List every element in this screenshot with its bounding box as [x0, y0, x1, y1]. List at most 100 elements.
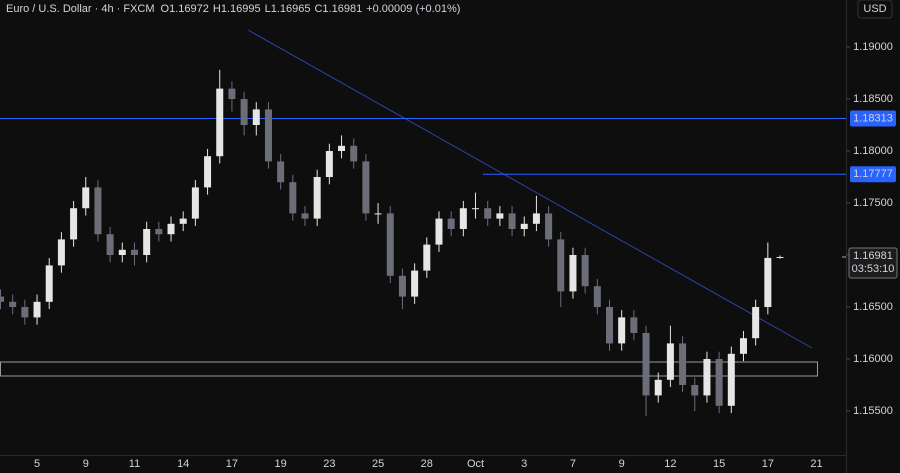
candle-body	[703, 359, 711, 396]
ohlc-value: O1.16972	[161, 3, 209, 15]
y-tick-label: 1.19000	[853, 41, 893, 53]
candle-body	[264, 109, 272, 162]
candle-body	[423, 244, 431, 271]
x-tick-label: 19	[275, 458, 287, 470]
candle-body	[642, 333, 650, 396]
candle-body	[362, 161, 370, 214]
candle-body	[472, 208, 480, 210]
candle-body	[435, 218, 443, 245]
candle-body	[386, 213, 394, 276]
price-tag-label: 1.18313	[853, 112, 893, 124]
candle-body	[459, 208, 467, 230]
y-tick-label: 1.18500	[853, 93, 893, 105]
x-tick-label: 14	[177, 458, 189, 470]
candle-body	[191, 187, 199, 219]
candle-body	[606, 307, 613, 344]
chart-title: Euro / U.S. Dollar · 4h · FXCM	[6, 3, 155, 15]
candle-body	[666, 343, 674, 380]
x-tick-label: 23	[323, 458, 335, 470]
candle-body	[630, 317, 638, 334]
x-tick-label: 15	[713, 458, 725, 470]
countdown: 03:53:10	[852, 263, 895, 275]
last-price-box	[848, 247, 898, 279]
candle-body	[739, 338, 747, 354]
candle-body	[106, 234, 114, 256]
candle-body	[581, 255, 589, 287]
candle-body	[204, 156, 212, 188]
candle-body	[325, 151, 333, 178]
candle-body	[776, 256, 784, 258]
x-tick-label: 5	[34, 458, 40, 470]
candle-body	[374, 213, 382, 215]
price-tag-label: 1.17777	[853, 168, 893, 180]
x-tick-label: 3	[521, 458, 527, 470]
candle-body	[679, 343, 687, 386]
candle-body	[130, 249, 138, 256]
candle-body	[715, 359, 723, 406]
candle-body	[228, 88, 236, 100]
candle-body	[557, 239, 565, 292]
x-tick-label: 12	[664, 458, 676, 470]
candle-body	[216, 88, 224, 157]
candle-body	[484, 208, 492, 219]
y-tick-label: 1.16000	[853, 353, 893, 365]
y-tick-label: 1.18000	[853, 145, 893, 157]
x-tick-label: 17	[762, 458, 774, 470]
candle-body	[143, 229, 151, 256]
candle-body	[277, 161, 285, 183]
candle-body	[82, 187, 90, 209]
price-tag	[850, 166, 896, 183]
candle-body	[179, 218, 187, 224]
candle-body	[654, 379, 662, 396]
candle-body	[21, 307, 29, 318]
y-tick-label: 1.17500	[853, 197, 893, 209]
x-tick-label: 7	[570, 458, 576, 470]
candle-body	[691, 385, 699, 396]
candle-body	[618, 317, 626, 344]
x-tick-label: Oct	[467, 458, 484, 470]
candle-body	[338, 145, 346, 152]
candle-body	[447, 218, 455, 230]
candle-body	[167, 223, 175, 235]
candle-body	[727, 353, 735, 406]
candle-body	[252, 109, 260, 126]
x-tick-label: 17	[226, 458, 238, 470]
candle-body	[155, 229, 163, 235]
candle-body	[313, 177, 321, 219]
candle-body	[70, 208, 78, 240]
candle-body	[301, 213, 309, 219]
currency-box[interactable]	[857, 0, 893, 19]
change-value: +0.00009 (+0.01%)	[366, 3, 460, 15]
x-tick-label: 9	[619, 458, 625, 470]
candle-body	[33, 301, 41, 318]
candle-body	[240, 99, 248, 126]
candle-body	[0, 296, 4, 302]
candle-body	[94, 187, 102, 235]
candle-body	[496, 213, 504, 219]
x-tick-label: 9	[83, 458, 89, 470]
price-tag	[850, 110, 896, 127]
x-tick-label: 11	[129, 458, 140, 470]
candle-body	[569, 255, 577, 292]
candle-body	[752, 307, 760, 339]
candle-body	[350, 145, 358, 162]
candle-body	[545, 213, 553, 240]
x-tick-label: 25	[372, 458, 384, 470]
candle-body	[57, 239, 65, 266]
currency[interactable]: USD	[863, 3, 886, 15]
x-tick-label: 28	[421, 458, 433, 470]
candle-body	[532, 213, 540, 224]
candle-body	[289, 182, 297, 214]
candle-body	[9, 301, 17, 308]
x-tick-label: 21	[810, 458, 822, 470]
candle-body	[411, 270, 419, 297]
y-tick-label: 1.16500	[853, 301, 893, 313]
candle-body	[398, 275, 406, 297]
ohlc-value: H1.16995	[213, 3, 261, 15]
candle-body	[45, 265, 53, 302]
ohlc-value: L1.16965	[265, 3, 311, 15]
candle-body	[520, 223, 528, 230]
